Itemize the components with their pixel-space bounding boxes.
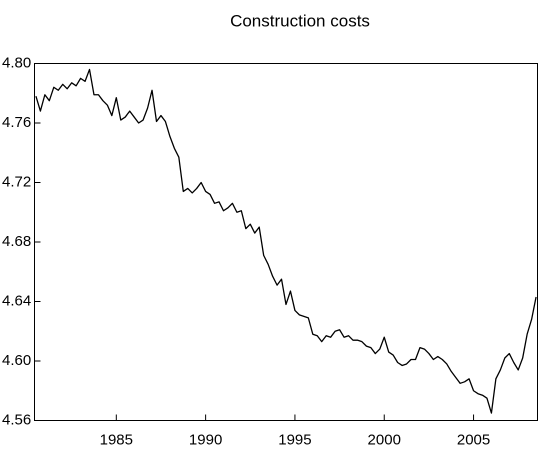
y-tick-label: 4.76 — [2, 114, 31, 131]
y-tick-label: 4.72 — [2, 173, 31, 190]
y-tick-label: 4.64 — [2, 292, 31, 309]
y-tick-label: 4.60 — [2, 352, 31, 369]
x-tick-label: 1990 — [189, 431, 222, 448]
x-tick-label: 1985 — [100, 431, 133, 448]
chart-title: Construction costs — [230, 11, 370, 30]
y-tick-label: 4.68 — [2, 233, 31, 250]
x-tick-label: 1995 — [278, 431, 311, 448]
x-tick-label: 2000 — [368, 431, 401, 448]
y-tick-label: 4.80 — [2, 54, 31, 71]
x-tick-label: 2005 — [457, 431, 490, 448]
data-line — [35, 68, 537, 414]
y-tick-label: 4.56 — [2, 411, 31, 428]
plot-frame — [34, 63, 538, 421]
